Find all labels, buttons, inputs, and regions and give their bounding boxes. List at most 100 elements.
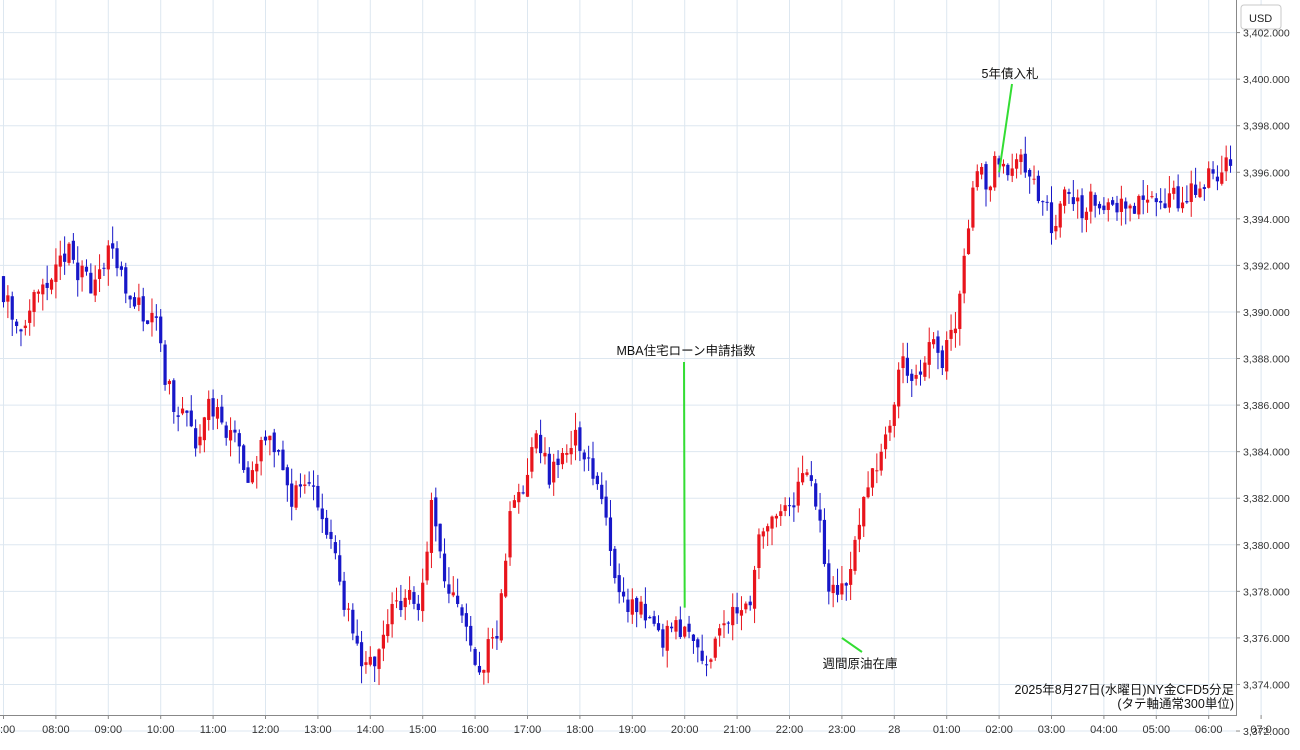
candle-down: [547, 453, 551, 485]
candle-down: [1124, 201, 1128, 209]
candle-down: [146, 320, 150, 324]
candle-up: [569, 448, 573, 455]
annotation-line: [841, 637, 863, 653]
candle-up: [914, 374, 918, 379]
candle-down: [102, 267, 106, 269]
candle-up: [683, 626, 687, 637]
candle-down: [822, 519, 827, 565]
candle-up: [228, 430, 233, 441]
candle-down: [1023, 153, 1027, 173]
candle-up: [801, 473, 805, 483]
candle-down: [469, 625, 473, 646]
candle-up: [674, 620, 678, 632]
candle-up: [870, 468, 875, 488]
caption-line1: 2025年8月27日(水曜日)NY金CFD5分足: [1015, 682, 1235, 697]
candle-down: [578, 427, 582, 451]
candle-up: [1058, 203, 1062, 228]
candle-up: [1063, 189, 1067, 206]
candle-up: [552, 461, 556, 483]
price-axis: 3,372.000 3,374.000 3,376.000 3,378.000 3,38…: [1236, 28, 1290, 738]
x-tick-label: 06:00: [1195, 724, 1223, 736]
candle-up: [67, 243, 71, 263]
candle-up: [255, 463, 259, 472]
x-tick-label: 12:00: [252, 724, 280, 736]
candle-down: [691, 634, 696, 641]
annotation-label: 5年債入札: [982, 66, 1039, 81]
candle-down: [792, 505, 796, 508]
candle-up: [543, 452, 547, 457]
candle-down: [141, 296, 145, 322]
candle-down: [1080, 195, 1084, 219]
candle-up: [883, 434, 888, 450]
candle-down: [595, 475, 599, 485]
annotation-line: [683, 361, 686, 608]
x-tick-label: 09:00: [95, 724, 123, 736]
y-tick-label: 3,398.000: [1243, 121, 1290, 133]
candle-down: [124, 267, 128, 294]
candle-up: [36, 291, 41, 294]
candle-up: [945, 340, 949, 372]
candle-down: [1071, 197, 1075, 205]
candle-down: [285, 467, 289, 486]
candle-up: [1119, 198, 1123, 212]
x-tick-label: 21:00: [723, 724, 751, 736]
y-tick-label: 3,400.000: [1243, 74, 1290, 86]
candle-down: [333, 542, 337, 554]
candle-up: [731, 606, 735, 626]
candle-up: [93, 279, 97, 296]
candle-down: [316, 485, 320, 508]
candle-down: [1154, 198, 1158, 203]
candle-down: [119, 266, 123, 270]
candle-up: [875, 470, 879, 472]
candle-up: [6, 295, 10, 302]
candle-up: [49, 279, 54, 290]
x-tick-label: 02:00: [985, 724, 1013, 736]
candle-up: [499, 593, 503, 641]
candle-up: [932, 339, 936, 345]
candle-up: [1180, 202, 1185, 209]
candle-up: [639, 601, 643, 615]
candle-up: [722, 623, 726, 626]
candle-down: [1194, 184, 1198, 195]
candle-down: [678, 619, 682, 637]
candle-down: [1036, 175, 1040, 202]
candle-up: [962, 255, 966, 294]
candle-down: [1211, 169, 1215, 174]
x-tick-label: 19:00: [619, 724, 647, 736]
candle-down: [242, 445, 246, 471]
candle-down: [281, 449, 285, 471]
candle-down: [652, 616, 656, 624]
candle-up: [180, 408, 185, 414]
candle-up: [796, 481, 800, 506]
candle-up: [198, 436, 202, 446]
candle-down: [844, 583, 848, 586]
y-tick-label: 3,392.000: [1243, 260, 1290, 272]
annotation-label: MBA住宅ローン申請指数: [617, 343, 756, 358]
currency-button[interactable]: USD: [1240, 4, 1282, 30]
candle-down: [1132, 205, 1137, 214]
candle-up: [150, 312, 154, 323]
candle-down: [1102, 205, 1106, 211]
y-tick-label: 3,402.000: [1243, 28, 1290, 40]
candle-up: [897, 369, 901, 407]
candle-down: [735, 607, 739, 614]
candle-up: [783, 505, 787, 511]
candle-up: [303, 484, 307, 486]
x-tick-label: 18:00: [566, 724, 594, 736]
candle-up: [709, 659, 713, 662]
y-tick-label: 3,394.000: [1243, 214, 1290, 226]
candle-down: [704, 664, 709, 666]
candle-down: [818, 509, 822, 521]
candle-down: [648, 617, 652, 619]
candle-down: [246, 467, 250, 483]
candle-down: [1045, 201, 1049, 203]
axes: 3,372.000 3,374.000 3,376.000 3,378.000 3,38…: [0, 0, 1290, 738]
candle-up: [215, 407, 220, 419]
candle-up: [901, 356, 905, 369]
candle-up: [573, 429, 578, 446]
candle-up: [1128, 205, 1132, 209]
candle-down: [539, 434, 543, 454]
candle-up: [381, 634, 385, 649]
candle-up: [953, 328, 958, 334]
